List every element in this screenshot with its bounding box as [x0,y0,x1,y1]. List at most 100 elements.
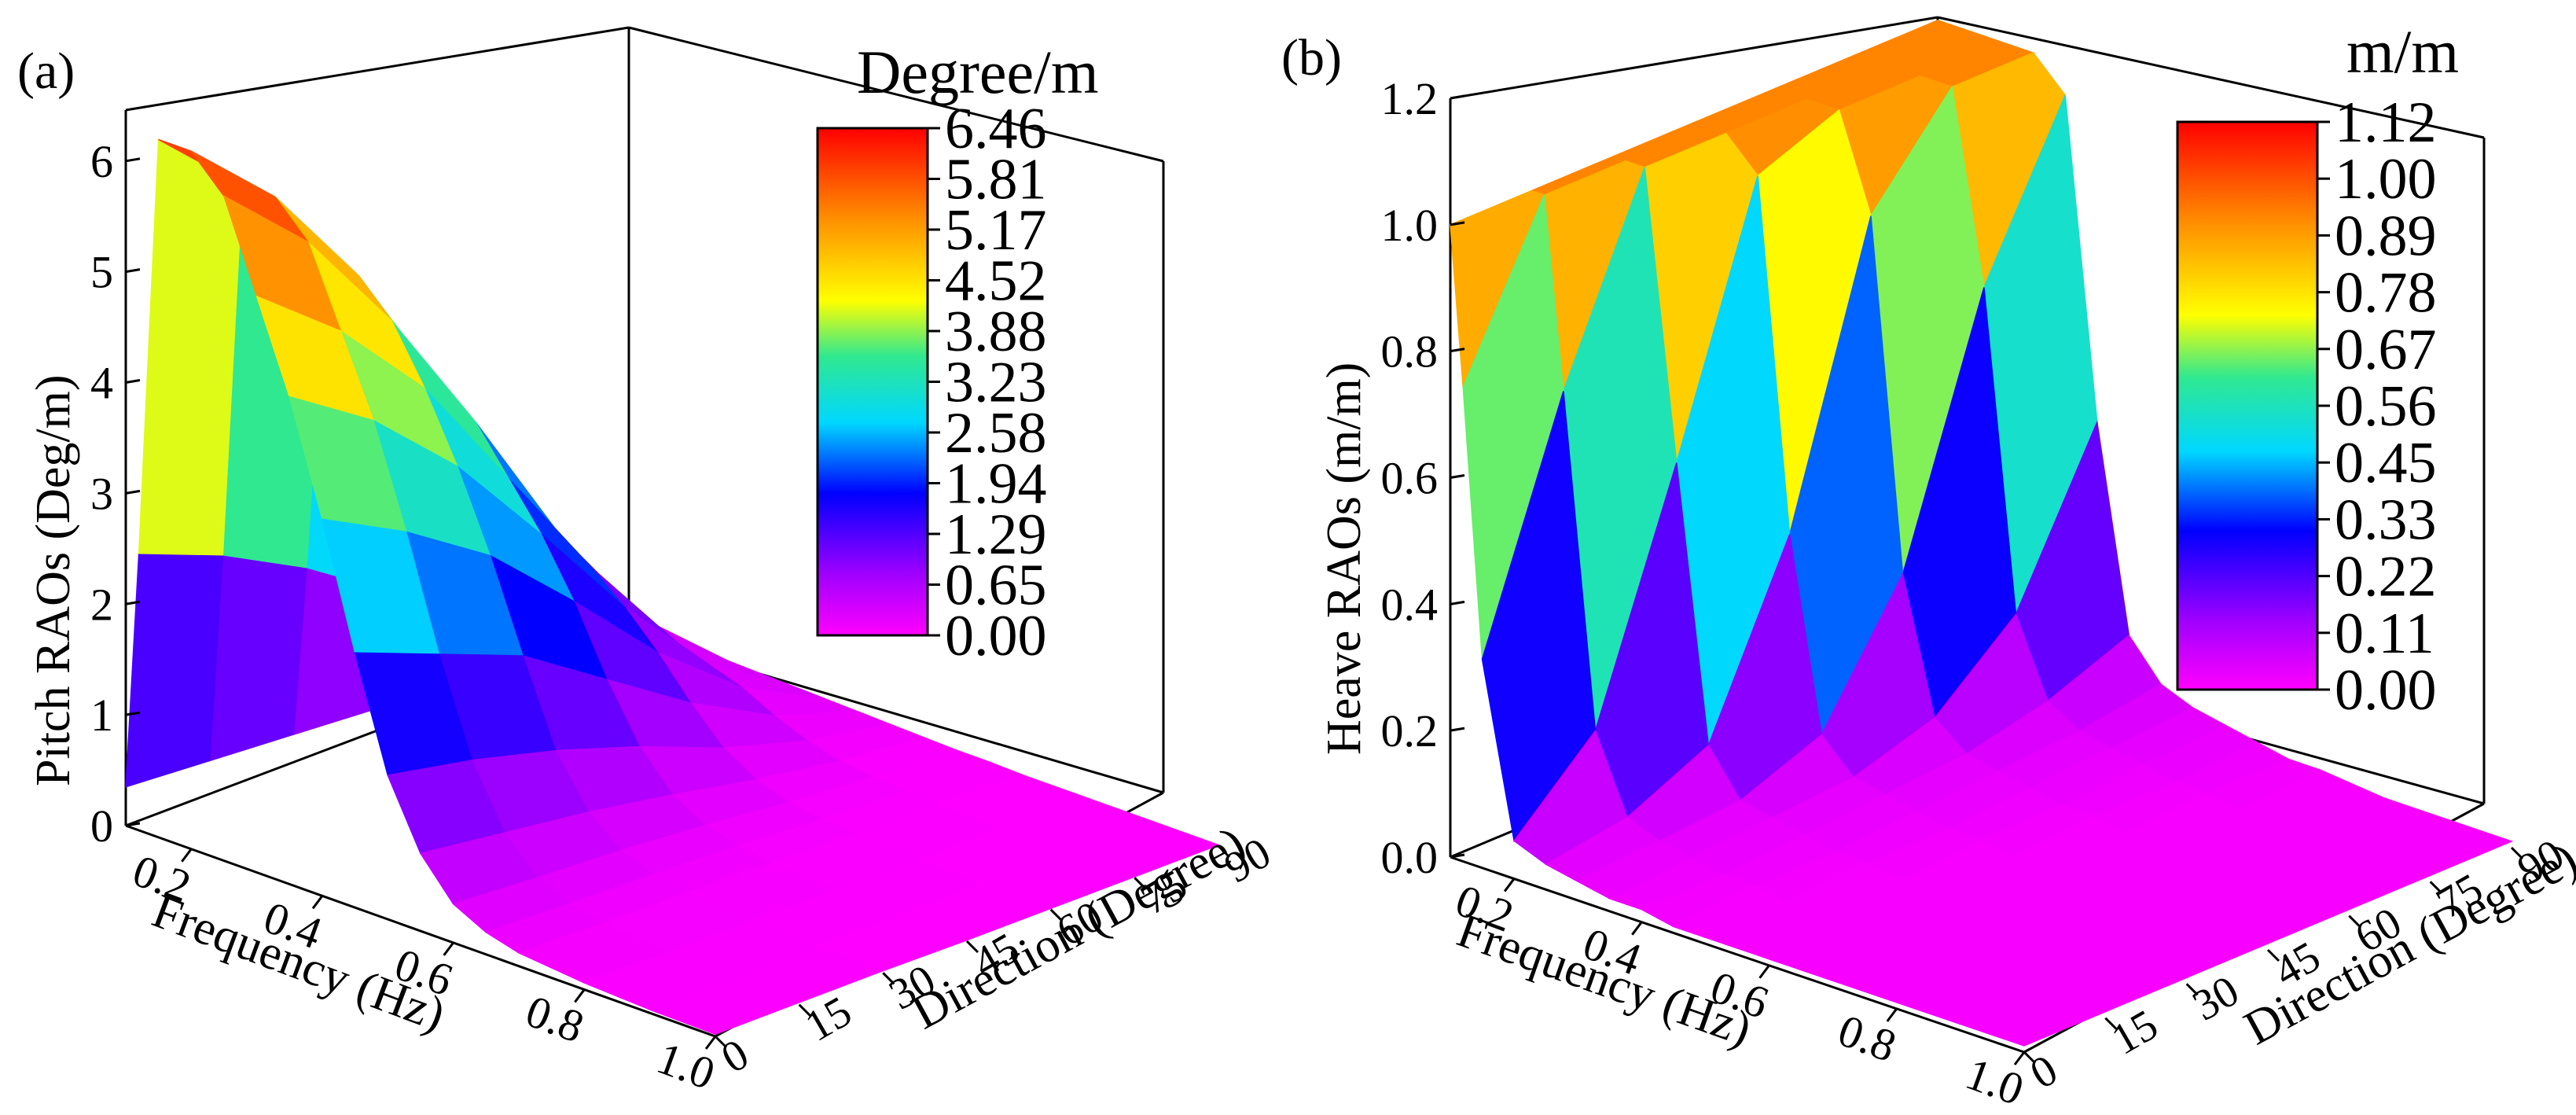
z-axis-title-a: Pitch RAOs (Deg/m) [27,374,80,786]
colorbar-tick-label: 0.89 [2335,204,2437,268]
box-edge-top-left-b [1450,16,1938,100]
colorbar-tick-label: 0.00 [945,604,1047,668]
z-tick-mark [1450,600,1465,605]
colorbar-tick-label: 0.11 [2335,602,2435,666]
y-tick-mark [2429,881,2442,894]
colorbar-tick-label: 4.52 [945,249,1047,314]
y-tick-mark [2185,983,2199,996]
z-tick-label: 0.6 [1381,453,1439,504]
y-tick-mark [2510,846,2524,860]
box-edge-top-right-b [1937,16,2485,139]
z-tick-label: 5 [90,247,113,298]
surface-patch [125,553,224,788]
z-tick-label: 0.8 [1381,326,1439,377]
y-tick-mark [2266,948,2280,962]
z-tick-label: 0.2 [1381,705,1439,756]
colorbar-title-b: m/m [2346,17,2459,86]
z-tick-label: 0.4 [1381,579,1439,630]
panel-label-b: (b) [1281,29,1342,86]
y-tick-label: 0 [2023,1046,2066,1099]
colorbar-tick-label: 1.29 [945,502,1047,567]
x-tick-mark [2013,1051,2026,1065]
box-edge-top-right [628,26,1164,163]
x-tick-mark [1503,878,1516,892]
colorbar-ticks-a: 6.465.815.174.523.883.232.581.941.290.65… [928,97,1047,668]
x-axis-line-a [125,824,716,1038]
x-tick-mark [181,848,193,863]
colorbar-tick-label: 0.00 [2335,658,2437,723]
y-tick-mark [965,940,979,954]
colorbar-tick-label: 0.78 [2335,261,2437,326]
y-tick-mark [1134,877,1147,890]
y-tick-mark [798,1003,811,1017]
panel-b: (b) 0.0 0.2 0.4 0.6 0.8 1.0 1.2 Heave RAOs (m/… [1281,16,2576,1115]
colorbar-ticks-b: 1.121.000.890.780.670.560.450.330.220.11… [2317,90,2437,723]
z-tick-mark [1450,94,1465,100]
colorbar-b [2176,120,2319,691]
colorbar-tick-label: 3.23 [945,351,1047,415]
x-tick-mark [443,941,454,956]
y-tick-label: 15 [2104,1000,2166,1065]
z-axis-title-b: Heave RAOs (m/m) [1317,362,1371,755]
z-tick-label: 2 [90,579,113,630]
x-tick-mark [311,895,324,910]
colorbar-tick-label: 6.46 [945,97,1047,161]
surface-patch [208,554,307,762]
z-tick-label: 0.0 [1381,832,1439,883]
colorbar-a [816,127,929,637]
x-tick-mark [1758,964,1770,979]
z-tick-label: 4 [90,358,113,409]
x-axis-line-b [1450,856,2025,1054]
z-tick-mark [125,600,141,605]
y-tick-mark [2104,1017,2118,1030]
y-tick-mark [1049,908,1063,922]
colorbar-tick-label: 0.22 [2335,545,2437,609]
colorbar-tick-label: 0.33 [2335,488,2437,552]
x-tick-mark [1631,921,1643,936]
surface-patch [648,977,801,1035]
y-tick-label: 30 [2185,966,2247,1031]
z-tick-mark [125,489,141,495]
z-tick-mark [1450,348,1465,353]
colorbar-tick-label: 0.56 [2335,374,2437,439]
colorbar-tick-label: 1.00 [2335,147,2437,212]
z-tick-mark [125,711,141,716]
z-tick-mark [125,379,141,385]
z-tick-mark [1450,221,1465,226]
y-tick-mark [1217,845,1231,859]
colorbar-tick-label: 0.45 [2335,431,2437,495]
colorbar-tick-label: 3.88 [945,300,1047,364]
y-tick-mark [2023,1051,2037,1065]
z-tick-mark [125,157,141,163]
z-tick-mark [125,822,141,827]
surface-a [125,138,1221,1035]
z-tick-label: 1.2 [1381,73,1439,124]
colorbar-tick-label: 1.94 [945,452,1047,517]
z-tick-label: 1.0 [1381,200,1439,251]
box-edge-top-left [125,26,630,112]
x-tick-mark [574,988,586,1003]
z-tick-label: 0 [90,800,113,852]
colorbar-tick-label: 2.58 [945,401,1047,466]
z-tick-mark [125,268,141,274]
y-tick-mark [882,972,895,985]
colorbar-title-a: Degree/m [857,38,1099,106]
y-tick-mark [2348,914,2361,928]
colorbar-tick-label: 1.12 [2335,90,2437,155]
surface-b [1450,20,2514,1047]
z-axis-a: 0 1 2 3 4 5 6 [90,136,141,852]
y-tick-mark [714,1035,728,1049]
y-tick-label: 0 [714,1030,757,1084]
z-axis-b: 0.0 0.2 0.4 0.6 0.8 1.0 1.2 [1381,73,1465,883]
z-tick-mark [1450,474,1465,479]
z-tick-mark [1450,727,1465,732]
colorbar-tick-label: 0.67 [2335,318,2437,382]
x-tick-mark [704,1036,717,1050]
panel-label-a: (a) [17,42,75,100]
z-tick-mark [1450,853,1465,859]
z-tick-label: 3 [90,468,113,519]
z-tick-label: 1 [90,690,113,741]
z-tick-label: 6 [90,136,113,187]
